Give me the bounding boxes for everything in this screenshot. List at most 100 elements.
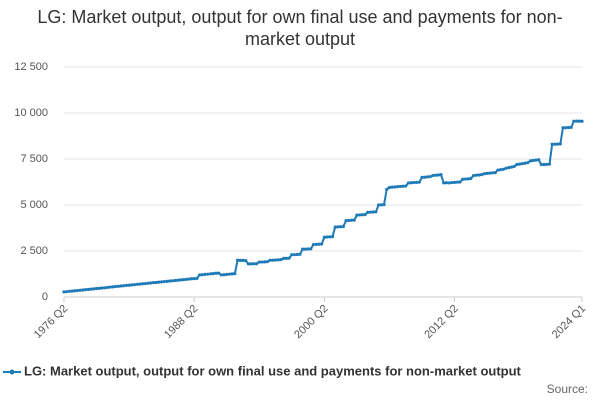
data-point — [138, 282, 142, 286]
data-point — [545, 162, 549, 166]
data-point — [379, 203, 383, 207]
data-point — [170, 279, 175, 283]
data-point — [100, 286, 104, 290]
y-tick-label: 2 500 — [20, 245, 48, 257]
data-point — [233, 272, 237, 276]
data-point — [184, 277, 188, 281]
data-point — [395, 185, 400, 189]
x-tick-label: 2012 Q2 — [422, 303, 460, 341]
data-point — [314, 242, 318, 246]
data-point — [195, 276, 199, 281]
data-point — [387, 185, 392, 190]
data-point — [244, 258, 248, 263]
data-point — [208, 272, 213, 276]
data-point — [537, 158, 541, 162]
data-point — [572, 119, 576, 123]
y-tick-label: 12 500 — [14, 61, 48, 73]
data-point — [474, 173, 478, 177]
data-point — [458, 180, 462, 184]
data-point — [157, 280, 161, 284]
data-point — [94, 286, 99, 291]
data-point — [477, 173, 481, 177]
data-point — [534, 158, 538, 162]
data-point — [176, 278, 180, 282]
data-point — [518, 162, 522, 166]
data-point — [501, 167, 505, 171]
data-point — [566, 125, 571, 130]
data-point — [450, 180, 454, 185]
data-point — [550, 142, 554, 146]
data-point — [463, 177, 467, 181]
data-point — [523, 161, 527, 165]
data-point — [216, 271, 221, 275]
data-point — [265, 260, 270, 264]
data-point — [507, 166, 511, 170]
data-point — [311, 242, 316, 247]
data-point — [509, 165, 514, 169]
chart-title: LG: Market output, output for own final … — [37, 7, 563, 49]
data-point — [352, 218, 356, 222]
data-point — [298, 252, 302, 256]
data-point — [398, 184, 402, 189]
data-point — [105, 285, 109, 290]
data-point — [461, 177, 465, 181]
data-point — [165, 279, 169, 283]
legend-marker — [9, 369, 15, 375]
data-point — [124, 283, 128, 288]
data-point — [249, 262, 253, 266]
data-point — [412, 180, 416, 185]
data-point — [130, 283, 134, 287]
data-point — [349, 218, 354, 222]
y-tick-label: 7 500 — [20, 153, 48, 165]
data-point — [363, 212, 367, 217]
data-point — [81, 288, 85, 292]
x-tick-label: 1988 Q2 — [162, 303, 200, 341]
data-point — [276, 258, 280, 262]
data-point — [439, 173, 443, 177]
x-tick-label: 2000 Q2 — [292, 303, 330, 341]
data-point — [577, 119, 581, 123]
data-point — [376, 203, 381, 207]
data-point — [260, 260, 264, 264]
data-point — [526, 161, 530, 165]
data-point — [417, 180, 421, 184]
data-point — [452, 180, 457, 184]
data-point — [65, 290, 69, 294]
data-point — [436, 173, 440, 177]
data-point — [273, 258, 278, 262]
data-point — [257, 260, 261, 264]
data-point — [179, 278, 183, 282]
data-point — [447, 181, 451, 185]
data-point — [225, 272, 229, 276]
data-point — [374, 210, 378, 214]
data-point — [574, 119, 579, 123]
data-point — [542, 162, 546, 167]
y-tick-label: 0 — [42, 291, 48, 303]
data-point — [420, 175, 424, 179]
data-point — [580, 119, 584, 123]
data-point — [344, 219, 348, 223]
data-point — [203, 272, 207, 276]
data-point — [132, 283, 137, 287]
data-point — [515, 162, 519, 167]
y-tick-label: 10 000 — [14, 107, 48, 119]
data-point — [92, 287, 96, 291]
data-point — [89, 287, 93, 291]
data-point — [341, 224, 345, 229]
data-point — [62, 290, 66, 294]
data-point — [409, 181, 413, 185]
data-point — [284, 256, 288, 260]
data-point — [520, 162, 524, 166]
data-point — [428, 175, 432, 179]
data-point — [263, 260, 267, 264]
data-point — [490, 171, 495, 175]
data-point — [135, 282, 139, 286]
data-point — [382, 203, 386, 207]
data-point — [368, 210, 373, 214]
data-point — [339, 225, 343, 229]
data-point — [290, 253, 294, 257]
data-point — [414, 180, 419, 184]
data-point — [471, 173, 476, 178]
data-point — [355, 213, 359, 217]
